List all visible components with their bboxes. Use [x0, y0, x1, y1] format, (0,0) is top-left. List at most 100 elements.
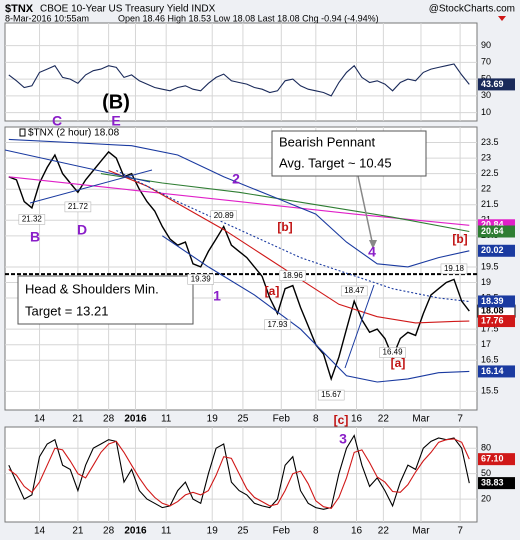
x-tick-label: 25	[237, 526, 249, 537]
y-tick-label: 17	[481, 339, 491, 349]
y-tick-label: 21.5	[481, 199, 499, 209]
series-line	[161, 235, 470, 383]
y-tick-label: 70	[481, 57, 491, 67]
box-text: Target = 13.21	[25, 303, 108, 318]
annotation: [a]	[265, 284, 280, 298]
y-tick-label: 22	[481, 184, 491, 194]
legend: $TNX (2 hour) 18.08	[28, 128, 120, 139]
series-line	[8, 138, 470, 268]
box-text: Head & Shoulders Min.	[25, 281, 159, 296]
annotation: E	[111, 113, 120, 129]
x-tick-label: 16	[351, 414, 363, 425]
x-tick-label: Mar	[412, 414, 430, 425]
legend-icon	[19, 128, 26, 137]
annotation: [b]	[277, 220, 292, 234]
y-tick-label: 20	[481, 493, 491, 503]
annotation: C	[52, 113, 62, 129]
last-value-box	[478, 315, 515, 328]
point-label-box	[264, 319, 291, 331]
x-tick-label: Mar	[412, 526, 430, 537]
y-tick-label: 23.5	[481, 137, 499, 147]
source: @StockCharts.com	[429, 4, 515, 15]
last-value-label: 18.39	[481, 296, 504, 306]
y-tick-label: 17.5	[481, 324, 499, 334]
text-boxes: Bearish Pennant Avg. Target ~ 10.45 Head…	[17, 130, 427, 325]
last-value-label: 20.64	[481, 226, 504, 236]
top-panel	[4, 22, 478, 122]
x-tick-label: 14	[34, 526, 46, 537]
point-label: 19.39	[191, 274, 212, 283]
symbol-name: CBOE 10-Year US Treasury Yield INDX	[40, 4, 216, 15]
x-tick-label: 16	[351, 526, 363, 537]
x-tick-label: 21	[72, 526, 84, 537]
last-value-label: 67.10	[481, 454, 504, 464]
last-value-box	[478, 78, 515, 91]
x-tick-label: 28	[103, 526, 115, 537]
y-tick-label: 22.5	[481, 168, 499, 178]
bottom-panel	[4, 426, 478, 523]
point-label-box	[317, 389, 345, 401]
last-value-label: 38.83	[481, 478, 504, 488]
y-tick-label: 15.5	[481, 386, 499, 396]
y-tick-label: 30	[481, 90, 491, 100]
trendline	[344, 284, 375, 369]
point-label-box	[440, 263, 468, 275]
point-label-box	[379, 347, 406, 358]
y-tick-label: 50	[481, 468, 491, 478]
annotation: D	[77, 222, 87, 238]
last-value-box	[478, 453, 515, 466]
series-line	[8, 438, 470, 510]
series-line	[8, 63, 470, 97]
x-tick-label: 28	[103, 414, 115, 425]
x-tick-label: 22	[378, 526, 390, 537]
x-tick-label: 19	[207, 414, 219, 425]
trendline	[29, 169, 153, 204]
x-tick-label: 8	[313, 414, 319, 425]
x-tick-label: Feb	[273, 414, 291, 425]
point-label-box	[340, 285, 368, 297]
y-tick-label: 16.5	[481, 355, 499, 365]
symbol: $TNX	[5, 3, 34, 15]
point-label: 21.32	[22, 214, 43, 223]
y-tick-label: 10	[481, 107, 491, 117]
box-text: Avg. Target ~ 10.45	[279, 155, 392, 170]
annotation: 4	[368, 244, 376, 260]
trendlines	[4, 149, 375, 369]
annotation: 3	[339, 431, 347, 447]
last-value-box	[478, 365, 515, 378]
box-text: Bearish Pennant	[279, 134, 376, 149]
annotation: (B)	[102, 91, 130, 113]
annotation: [a]	[391, 356, 406, 370]
x-tick-label: Feb	[273, 526, 291, 537]
x-tick-label: 22	[378, 414, 390, 425]
x-tick-label: 14	[34, 414, 46, 425]
last-value-label: 20.02	[481, 245, 504, 255]
point-label: 18.47	[344, 286, 365, 295]
point-label: 19.18	[444, 264, 465, 273]
x-tick-label: 7	[457, 414, 463, 425]
last-value-label: 43.69	[481, 79, 504, 89]
point-label-box	[64, 201, 92, 213]
x-tick-label: 25	[237, 414, 249, 425]
point-label: 17.93	[267, 320, 288, 329]
annotation: 1	[213, 288, 221, 304]
point-label-box	[279, 270, 307, 281]
annotation: B	[30, 229, 40, 245]
y-tick-label: 19	[481, 277, 491, 287]
annotation: [b]	[452, 232, 467, 246]
x-tick-label: 2016	[124, 414, 147, 425]
x-tick-label: 19	[207, 526, 219, 537]
annotation: [c]	[334, 413, 349, 427]
last-value-box	[478, 295, 515, 308]
series-line	[116, 170, 470, 303]
point-label: 21.72	[68, 202, 89, 211]
hs-box	[17, 275, 194, 325]
datetime: 8-Mar-2016 10:55am	[5, 13, 89, 23]
pennant-arrow	[357, 175, 374, 247]
x-tick-label: 21	[72, 414, 84, 425]
point-label: 20.89	[214, 211, 235, 220]
x-tick-label: 11	[161, 414, 172, 425]
point-label: 18.96	[283, 271, 304, 280]
y-tick-label: 19.5	[481, 261, 499, 271]
